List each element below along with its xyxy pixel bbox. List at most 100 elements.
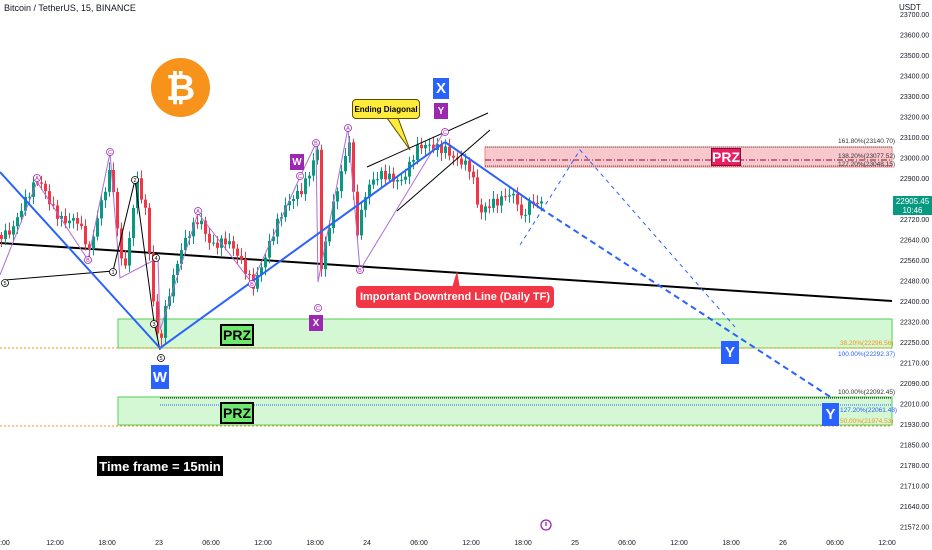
yellow-callout-pointer <box>386 117 411 151</box>
candle-body <box>196 222 199 225</box>
time-tick: 18:00 <box>98 540 116 547</box>
wave-marker: C <box>441 128 449 136</box>
candle-body <box>368 184 371 198</box>
candle-body <box>20 210 23 218</box>
price-axis[interactable]: 23700.00 23600.00 23500.00 23400.00 23300.00… <box>900 12 929 532</box>
candle-body <box>408 161 411 177</box>
fib-labels-lower: 100.00%(22092.45) 127.20%(22061.48) 50.0… <box>838 389 897 425</box>
red-callout-pointer <box>452 271 460 288</box>
fib-label: 161.80%(23140.70) <box>838 138 895 145</box>
wave-marker: C <box>296 172 304 180</box>
svg-text:A: A <box>346 126 350 132</box>
candle-body <box>428 144 431 146</box>
candle-body <box>44 183 47 192</box>
candle-body <box>300 190 303 195</box>
time-tick: 06:00 <box>410 540 428 547</box>
ending-diagonal-callout: Ending Diagonal <box>352 99 420 119</box>
price-tick: 23200.00 <box>900 115 929 122</box>
svg-text:1: 1 <box>111 270 114 276</box>
candle-body <box>396 180 399 182</box>
fib-label: 100.00%(22292.37) <box>838 351 895 358</box>
candle-body <box>492 198 495 208</box>
candle-body <box>392 173 395 182</box>
time-axis[interactable]: 0:00 12:00 18:00 23 06:00 12:00 18:00 24 06:00 12… <box>0 540 896 547</box>
candle-body <box>420 144 423 149</box>
candle-body <box>176 263 179 276</box>
wave-marker: 1 <box>109 268 117 276</box>
fib-labels-upper: 161.80%(23140.70) 138.20%(23077.52) 127.… <box>838 138 895 168</box>
candle-body <box>152 252 155 302</box>
candle-body <box>316 149 319 161</box>
prz-label-mid: PRZ <box>220 324 254 346</box>
candle-body <box>536 202 539 204</box>
candle-body <box>344 155 347 172</box>
candle-body <box>328 227 331 242</box>
svg-text:3: 3 <box>152 322 155 328</box>
candle-body <box>76 218 79 224</box>
price-tick: 22010.00 <box>900 402 929 409</box>
price-tick: 23700.00 <box>900 12 929 19</box>
candle-body <box>0 235 3 239</box>
candle-body <box>484 206 487 213</box>
fib-labels-middle: 38.20%(22296.56) 100.00%(22292.37) <box>838 340 895 358</box>
candle-body <box>400 179 403 181</box>
last-price-flag: 22905.45 10:46 <box>893 196 932 215</box>
candle-body <box>80 223 83 227</box>
time-tick: 06:00 <box>202 540 220 547</box>
candle-body <box>308 175 311 179</box>
candle-body <box>500 196 503 206</box>
wave-x-small-label: X <box>309 315 323 331</box>
price-tick: 23000.00 <box>900 156 929 163</box>
wave-y-low-label: Y <box>822 403 839 426</box>
candle-body <box>60 215 63 219</box>
svg-text:C: C <box>316 306 320 312</box>
price-tick: 22480.00 <box>900 279 929 286</box>
candle-body <box>324 241 327 270</box>
wave-marker: B <box>248 280 256 288</box>
candle-body <box>268 240 271 258</box>
candle-body <box>24 196 27 211</box>
candle-body <box>416 144 419 161</box>
candle-body <box>424 144 427 149</box>
svg-text:B: B <box>314 141 318 147</box>
candle-body <box>412 160 415 162</box>
candle-body <box>232 241 235 249</box>
candle-body <box>212 242 215 244</box>
candle-body <box>296 190 299 200</box>
svg-text:5: 5 <box>3 281 6 287</box>
candle-body <box>136 178 139 208</box>
candle-body <box>512 193 515 196</box>
candle-body <box>260 267 263 276</box>
candle-body <box>164 306 167 338</box>
replay-icon[interactable] <box>540 519 552 531</box>
price-tick: 22900.00 <box>900 176 929 183</box>
candle-body <box>256 275 259 289</box>
wave-marker: 4 <box>152 254 160 262</box>
candle-body <box>468 160 471 172</box>
candle-body <box>120 228 123 259</box>
candle-body <box>460 158 463 165</box>
candle-body <box>472 171 475 178</box>
price-tick: 22090.00 <box>900 381 929 388</box>
candle-body <box>464 160 467 165</box>
candle-body <box>284 205 287 218</box>
bitcoin-icon: ₿ <box>151 58 210 117</box>
price-tick: 22640.00 <box>900 238 929 245</box>
downtrend-callout: Important Downtrend Line (Daily TF) <box>356 286 554 308</box>
candle-body <box>108 169 111 192</box>
wave-w-small-label: W <box>290 154 304 170</box>
time-tick: 12:00 <box>46 540 64 547</box>
candle-body <box>68 220 71 224</box>
candle-body <box>128 238 131 266</box>
price-tick: 22400.00 <box>900 299 929 306</box>
candle-body <box>312 160 315 176</box>
candle-body <box>188 236 191 238</box>
candle-body <box>40 182 43 184</box>
fib-label: 50.00%(21974.53) <box>840 418 894 425</box>
price-tick: 21710.00 <box>900 484 929 491</box>
time-tick: 18:00 <box>514 540 532 547</box>
candle-body <box>264 257 267 268</box>
candle-body <box>380 170 383 180</box>
candle-body <box>12 226 15 235</box>
